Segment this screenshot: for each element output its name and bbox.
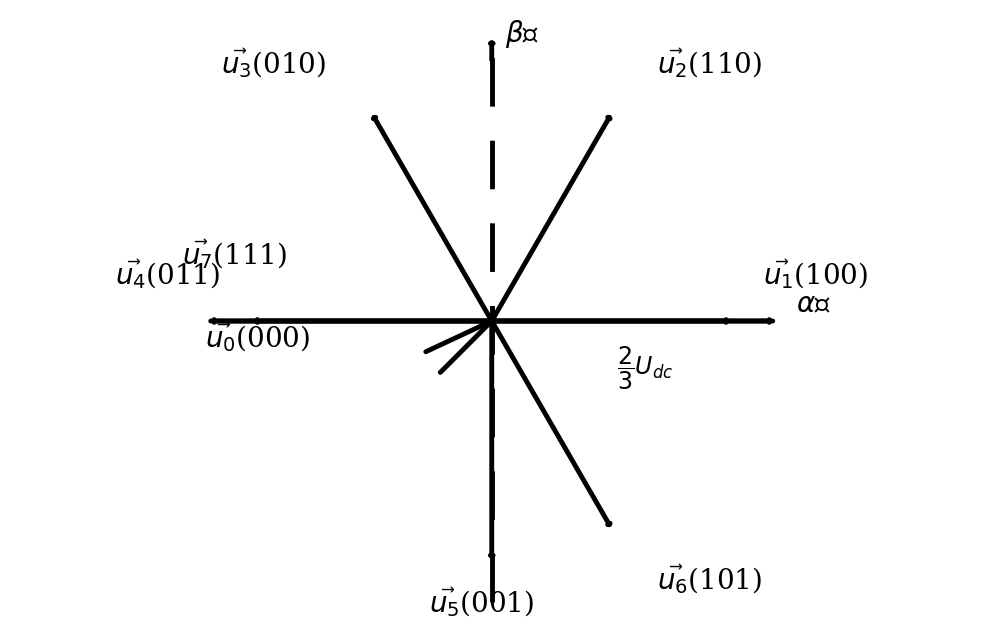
Text: $\vec{u_1}$(100): $\vec{u_1}$(100) bbox=[763, 257, 868, 291]
Text: $\vec{u_0}$(000): $\vec{u_0}$(000) bbox=[205, 320, 310, 354]
Text: $\vec{u_4}$(011): $\vec{u_4}$(011) bbox=[115, 257, 221, 291]
Text: $\vec{u_6}$(101): $\vec{u_6}$(101) bbox=[657, 562, 762, 596]
Text: $\vec{u_5}$(001): $\vec{u_5}$(001) bbox=[429, 586, 534, 619]
Text: $\vec{u_7}$(111): $\vec{u_7}$(111) bbox=[182, 238, 287, 272]
Text: $\dfrac{2}{3}U_{dc}$: $\dfrac{2}{3}U_{dc}$ bbox=[617, 344, 674, 392]
Text: $\vec{u_2}$(110): $\vec{u_2}$(110) bbox=[657, 46, 762, 80]
Text: $\alpha$轴: $\alpha$轴 bbox=[796, 290, 831, 318]
Text: $\vec{u_3}$(010): $\vec{u_3}$(010) bbox=[221, 46, 326, 80]
Text: $\beta$轴: $\beta$轴 bbox=[505, 18, 539, 50]
